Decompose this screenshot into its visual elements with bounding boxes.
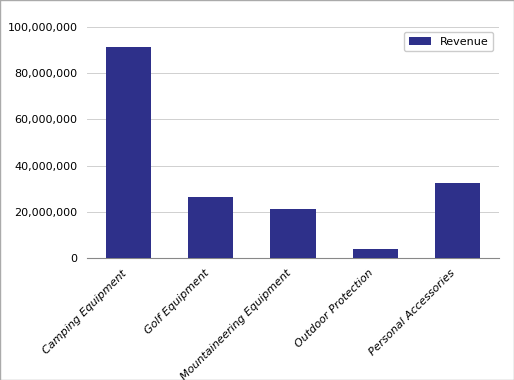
Bar (270, 209, 316, 258)
Bar (188, 197, 233, 258)
Legend: Revenue: Revenue (405, 32, 493, 51)
Y-axis label: Revenue: Revenue (0, 112, 2, 173)
Bar (435, 183, 480, 258)
Bar (106, 48, 151, 258)
Bar (353, 249, 398, 258)
